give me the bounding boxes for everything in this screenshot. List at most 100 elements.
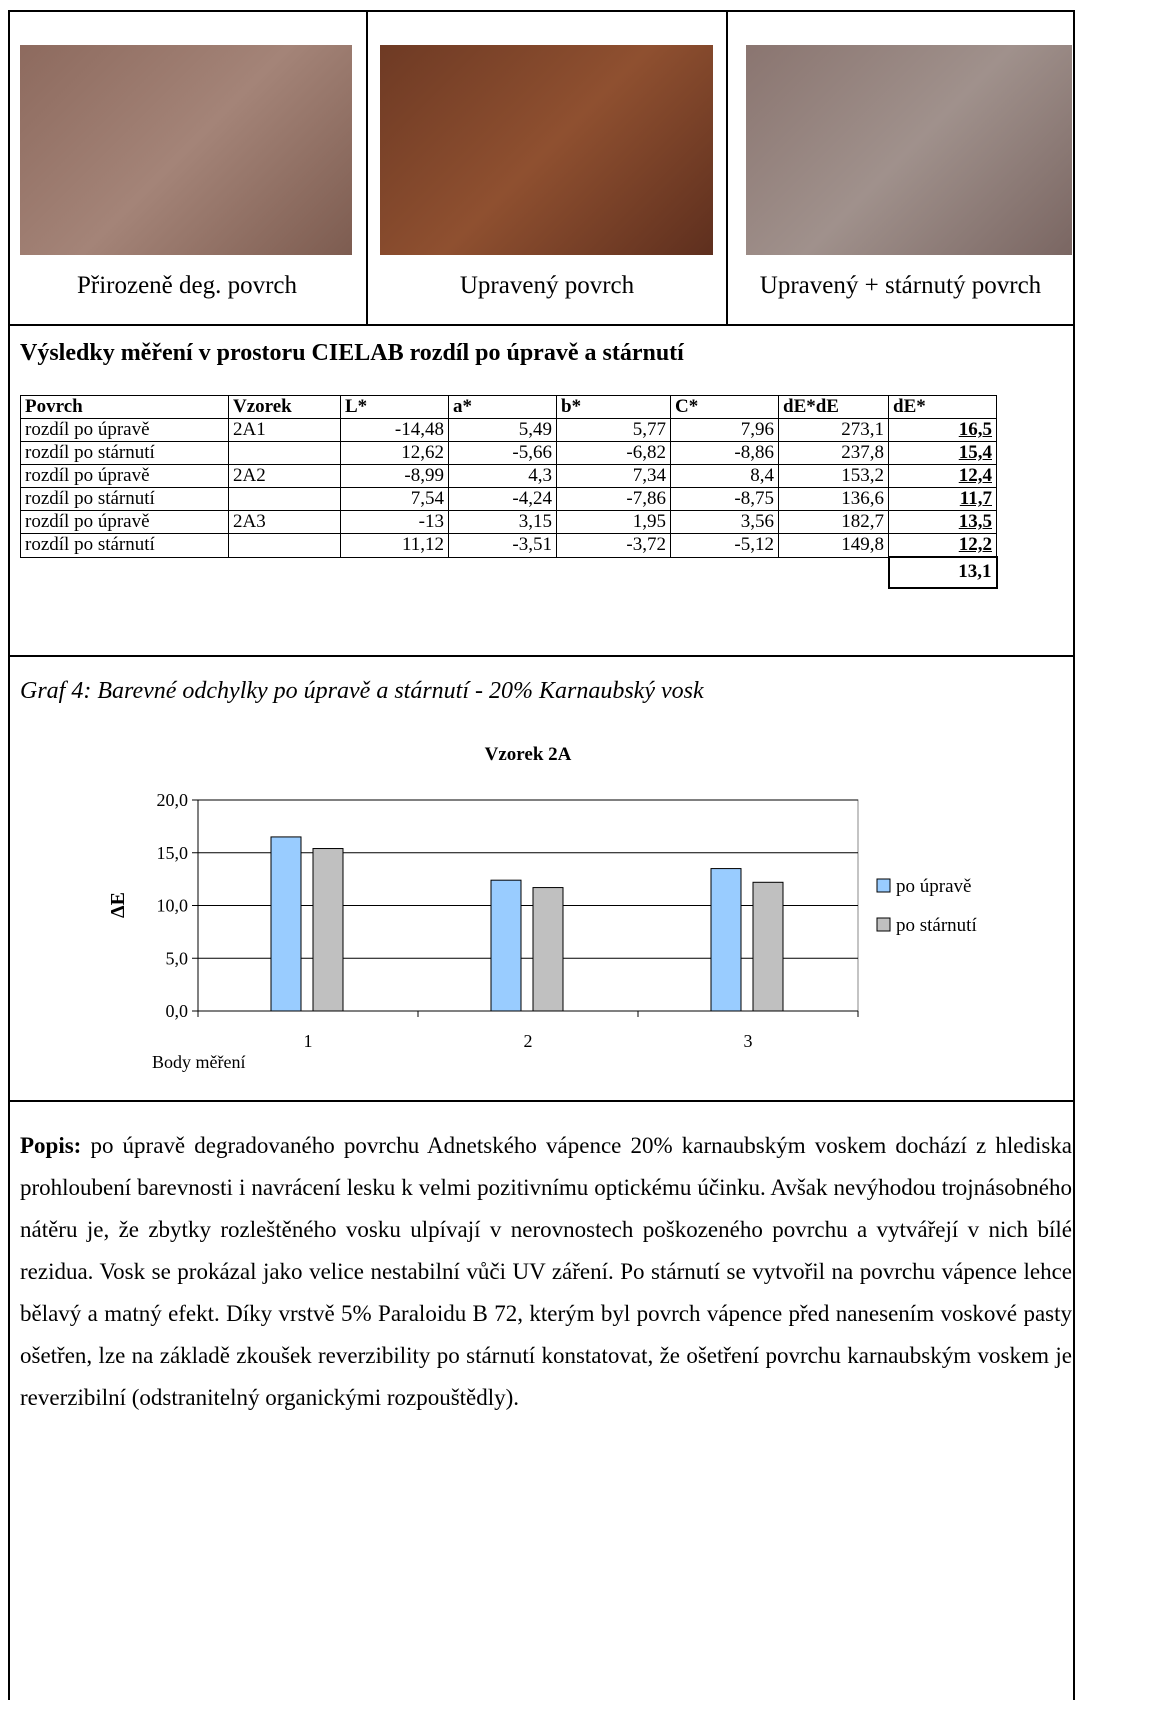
table-row: rozdíl po úpravě2A3-133,151,953,56182,71…	[21, 511, 997, 534]
header-cell: dE*	[889, 396, 997, 419]
frame	[8, 1100, 1075, 1102]
cell: 4,3	[449, 465, 557, 488]
cell: -8,86	[671, 442, 779, 465]
cell	[229, 534, 341, 558]
x-tick-label: 2	[524, 1031, 533, 1051]
x-tick-label: 1	[304, 1031, 313, 1051]
cell: 237,8	[779, 442, 889, 465]
photo	[20, 45, 352, 255]
photo	[380, 45, 713, 255]
cell: 11,7	[889, 488, 997, 511]
chart: Vzorek 2A ΔE Body měření 0,05,010,015,02…	[0, 720, 1070, 1095]
cell: 2A1	[229, 419, 341, 442]
cell: rozdíl po úpravě	[21, 465, 229, 488]
x-tick-label: 3	[744, 1031, 753, 1051]
cell: 8,4	[671, 465, 779, 488]
caption: Přirozeně deg. povrch	[8, 272, 366, 300]
cell: 11,12	[341, 534, 449, 558]
cell: rozdíl po stárnutí	[21, 442, 229, 465]
bar	[271, 837, 301, 1011]
frame	[1073, 10, 1075, 1700]
bar	[313, 849, 343, 1011]
cell: rozdíl po úpravě	[21, 511, 229, 534]
cell	[229, 488, 341, 511]
cell: -6,82	[557, 442, 671, 465]
cell: 7,54	[341, 488, 449, 511]
total-cell: 13,1	[889, 557, 997, 588]
cell: 1,95	[557, 511, 671, 534]
cell: 15,4	[889, 442, 997, 465]
cell: 2A2	[229, 465, 341, 488]
cell: 153,2	[779, 465, 889, 488]
cell: -7,86	[557, 488, 671, 511]
cell: -4,24	[449, 488, 557, 511]
y-tick-label: 5,0	[166, 948, 189, 968]
cell: 12,2	[889, 534, 997, 558]
page: Přirozeně deg. povrch Upravený povrch Up…	[0, 0, 1172, 1711]
cell: rozdíl po úpravě	[21, 419, 229, 442]
cell: 5,77	[557, 419, 671, 442]
table-row: 13,1	[21, 557, 997, 588]
chart-caption: Graf 4: Barevné odchylky po úpravě a stá…	[20, 678, 704, 705]
cell: -3,72	[557, 534, 671, 558]
cell	[229, 442, 341, 465]
legend-swatch	[877, 879, 890, 892]
y-tick-label: 15,0	[157, 843, 189, 863]
cell: 13,5	[889, 511, 997, 534]
cell: rozdíl po stárnutí	[21, 488, 229, 511]
y-tick-label: 20,0	[157, 790, 189, 810]
cell: 16,5	[889, 419, 997, 442]
header-cell: Povrch	[21, 396, 229, 419]
frame	[8, 324, 1075, 326]
description-label: Popis:	[20, 1133, 81, 1158]
bar	[491, 880, 521, 1011]
header-cell: a*	[449, 396, 557, 419]
header-cell: C*	[671, 396, 779, 419]
bar	[753, 882, 783, 1011]
legend-label: po stárnutí	[896, 915, 977, 936]
cell: rozdíl po stárnutí	[21, 534, 229, 558]
photo	[746, 45, 1072, 255]
cell: 12,4	[889, 465, 997, 488]
chart-title: Vzorek 2A	[485, 744, 572, 765]
cell: -8,99	[341, 465, 449, 488]
cell: -14,48	[341, 419, 449, 442]
description-text: po úpravě degradovaného povrchu Adnetské…	[20, 1133, 1072, 1410]
cell: -5,66	[449, 442, 557, 465]
description: Popis: po úpravě degradovaného povrchu A…	[20, 1125, 1072, 1419]
spacer	[21, 557, 889, 588]
y-tick-label: 10,0	[157, 896, 189, 916]
frame	[8, 10, 1075, 12]
caption: Upravený povrch	[368, 272, 726, 300]
bar	[533, 888, 563, 1011]
table-title: Výsledky měření v prostoru CIELAB rozdíl…	[20, 340, 684, 367]
caption: Upravený + stárnutý povrch	[728, 272, 1073, 300]
x-axis-label: Body měření	[152, 1052, 245, 1072]
bar	[711, 869, 741, 1011]
y-axis-label: ΔE	[107, 892, 129, 918]
cell: 149,8	[779, 534, 889, 558]
cell: -8,75	[671, 488, 779, 511]
cell: 7,34	[557, 465, 671, 488]
cell: 5,49	[449, 419, 557, 442]
cell: 273,1	[779, 419, 889, 442]
header-cell: L*	[341, 396, 449, 419]
cell: 12,62	[341, 442, 449, 465]
cell: 182,7	[779, 511, 889, 534]
cell: 3,56	[671, 511, 779, 534]
frame	[8, 655, 1075, 657]
header-cell: dE*dE	[779, 396, 889, 419]
cell: 136,6	[779, 488, 889, 511]
header-cell: Vzorek	[229, 396, 341, 419]
cell: 2A3	[229, 511, 341, 534]
cell: -5,12	[671, 534, 779, 558]
legend-label: po úpravě	[896, 876, 971, 897]
cell: 3,15	[449, 511, 557, 534]
legend-swatch	[877, 918, 890, 931]
